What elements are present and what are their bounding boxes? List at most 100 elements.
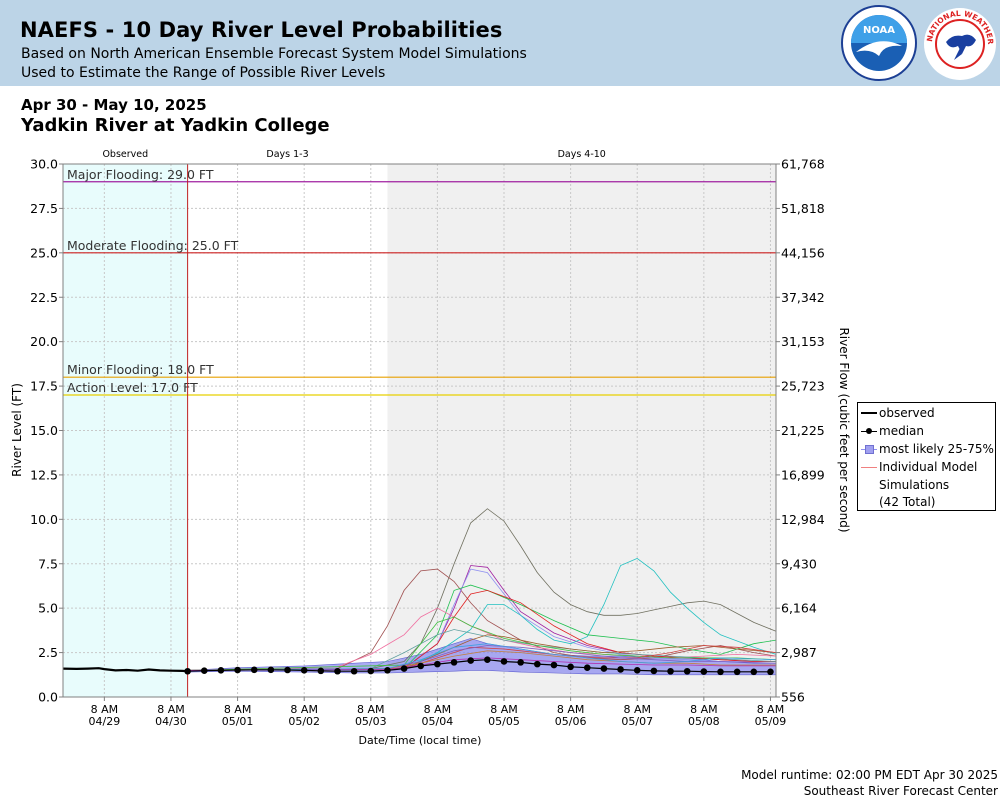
median-point: [550, 661, 558, 669]
median-point: [350, 667, 358, 675]
y2-tick-label: 556: [781, 690, 805, 705]
section-label: Days 4-10: [558, 149, 606, 160]
median-point: [600, 665, 608, 672]
x-tick-label-date: 05/04: [422, 715, 454, 728]
y2-tick-label: 61,768: [781, 157, 825, 172]
y-tick-label: 5.0: [38, 601, 58, 616]
x-tick-label-date: 05/01: [222, 715, 254, 728]
median-point: [250, 666, 258, 674]
median-point: [267, 666, 275, 674]
individual-simulation-line: [187, 643, 777, 671]
median-point: [633, 667, 641, 674]
x-tick-label-time: 8 AM: [157, 703, 185, 716]
x-tick-label-time: 8 AM: [557, 703, 585, 716]
header-banner: NAEFS - 10 Day River Level Probabilities…: [0, 0, 1000, 86]
x-axis-label: Date/Time (local time): [359, 734, 482, 747]
median-point: [200, 667, 208, 675]
legend-label-individual-3: (42 Total): [879, 495, 936, 509]
y-tick-label: 25.0: [30, 245, 58, 260]
median-point: [434, 660, 441, 668]
median-point: [450, 659, 458, 666]
median-point: [300, 667, 308, 674]
median-point: [700, 668, 708, 675]
x-tick-label-date: 05/02: [288, 715, 320, 728]
days-4-10-region: [387, 164, 776, 697]
y-tick-label: 17.5: [30, 379, 58, 394]
median-point: [334, 667, 341, 675]
noaa-logo[interactable]: NOAA: [840, 4, 918, 82]
median-point: [517, 659, 524, 666]
median-point: [567, 663, 574, 671]
individual-simulation-line: [187, 508, 777, 671]
x-tick-label-date: 04/30: [155, 715, 187, 728]
individual-simulation-line: [187, 616, 777, 671]
median-point: [367, 667, 375, 675]
page-title: NAEFS - 10 Day River Level Probabilities: [20, 18, 503, 42]
y-tick-label: 0.0: [38, 690, 58, 705]
y2-tick-label: 21,225: [781, 423, 825, 438]
y2-tick-label: 16,899: [781, 467, 825, 482]
x-tick-label-time: 8 AM: [623, 703, 651, 716]
x-tick-label-date: 04/29: [89, 715, 121, 728]
y-axis-label: River Level (FT): [10, 383, 24, 477]
median-point: [234, 666, 241, 674]
y-tick-label: 10.0: [30, 512, 58, 527]
legend-item-median: median: [858, 422, 997, 440]
individual-simulation-line: [187, 568, 776, 671]
median-point: [617, 666, 624, 673]
y2-tick-label: 31,153: [781, 334, 825, 349]
threshold-label: Major Flooding: 29.0 FT: [67, 167, 214, 182]
legend-label-median: median: [879, 424, 924, 438]
x-tick-label-date: 05/09: [755, 715, 787, 728]
legend-item-likely: most likely 25-75%: [858, 440, 997, 458]
observed-line: [62, 667, 188, 673]
section-label: Observed: [102, 149, 148, 160]
median-point: [217, 667, 225, 674]
y-tick-label: 15.0: [30, 423, 58, 438]
median-point: [733, 668, 741, 676]
legend-label-individual-2: Simulations: [879, 478, 950, 492]
x-tick-label-time: 8 AM: [490, 703, 518, 716]
x-tick-label-date: 05/05: [488, 715, 520, 728]
median-point: [717, 668, 724, 676]
y2-tick-label: 44,156: [781, 245, 825, 260]
y-tick-label: 20.0: [30, 334, 58, 349]
median-point: [534, 660, 541, 668]
median-point: [667, 667, 674, 675]
median-point: [750, 668, 758, 676]
likely-swatch-box: [865, 445, 874, 454]
median-point: [400, 665, 408, 672]
y-tick-label: 22.5: [30, 290, 58, 305]
y2-tick-label: 2,987: [781, 645, 817, 660]
individual-simulation-line: [187, 557, 777, 671]
y2-tick-label: 51,818: [781, 201, 825, 216]
plot-frame: [62, 163, 777, 698]
legend-item-individual: Individual Model: [858, 458, 997, 476]
y-tick-label: 27.5: [30, 201, 58, 216]
median-point: [384, 667, 391, 674]
legend-item-individual-2: Simulations: [858, 476, 997, 494]
x-tick-label-date: 05/08: [688, 715, 720, 728]
x-tick-label-time: 8 AM: [91, 703, 119, 716]
model-runtime: Model runtime: 02:00 PM EDT Apr 30 2025: [741, 768, 998, 782]
legend-label-likely: most likely 25-75%: [879, 442, 994, 456]
median-point: [583, 664, 591, 671]
x-tick-label-date: 05/03: [355, 715, 387, 728]
individual-simulation-line: [187, 584, 777, 671]
median-point: [317, 667, 325, 675]
x-tick-label-time: 8 AM: [357, 703, 385, 716]
individual-swatch: [861, 467, 877, 468]
page-subtitle-1: Based on North American Ensemble Forecas…: [21, 46, 527, 62]
threshold-label: Action Level: 17.0 FT: [67, 380, 198, 395]
y-tick-label: 7.5: [38, 556, 58, 571]
y2-tick-label: 6,164: [781, 601, 817, 616]
nws-logo[interactable]: NATIONAL WEATHER SERVICE: [922, 4, 998, 82]
median-swatch-dot: [866, 428, 872, 434]
chart-legend: observed median most likely 25-75% Indiv…: [857, 402, 996, 511]
y2-axis-label: River Flow (cubic feet per second): [837, 327, 851, 532]
svg-text:NOAA: NOAA: [863, 25, 895, 36]
page-subtitle-2: Used to Estimate the Range of Possible R…: [21, 65, 386, 81]
legend-item-observed: observed: [858, 404, 997, 422]
individual-simulation-line: [187, 634, 777, 671]
